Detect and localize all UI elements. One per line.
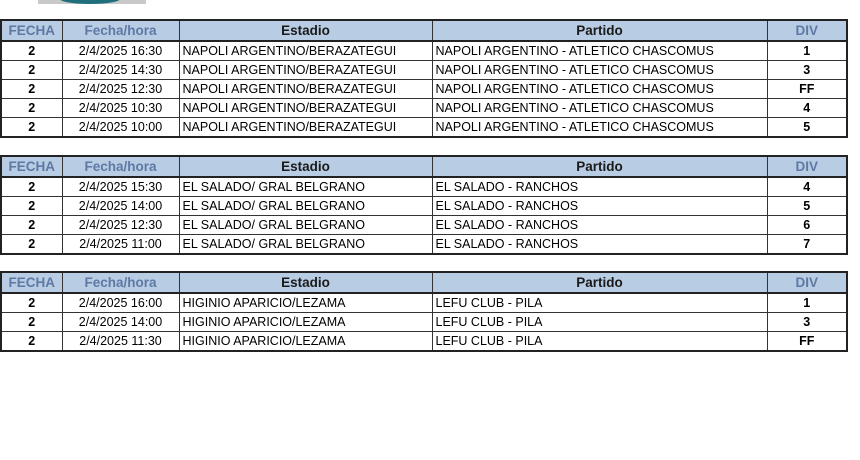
table-row: 2 2/4/2025 11:30 HIGINIO APARICIO/LEZAMA LE…	[0, 331, 848, 352]
column-header-fecha: FECHA	[0, 271, 63, 294]
column-header-partido: Partido	[431, 19, 768, 42]
cell-estadio: EL SALADO/ GRAL BELGRANO	[178, 215, 433, 235]
fixture-table: FECHA Fecha/hora Estadio Partido DIV 2 2/4/202…	[0, 271, 848, 352]
cell-estadio: NAPOLI ARGENTINO/BERAZATEGUI	[178, 98, 433, 118]
column-header-fecha: FECHA	[0, 19, 63, 42]
column-header-partido: Partido	[431, 271, 768, 294]
cell-estadio: EL SALADO/ GRAL BELGRANO	[178, 196, 433, 216]
cell-fecha: 2	[0, 234, 63, 255]
fixture-table: FECHA Fecha/hora Estadio Partido DIV 2 2/4/202…	[0, 19, 848, 138]
cell-estadio: HIGINIO APARICIO/LEZAMA	[178, 331, 433, 352]
cell-fecha-hora: 2/4/2025 14:00	[61, 312, 180, 332]
cell-div: 5	[766, 117, 848, 138]
header-row: FECHA Fecha/hora Estadio Partido DIV	[0, 19, 848, 42]
cell-div: FF	[766, 79, 848, 99]
column-header-estadio: Estadio	[178, 155, 433, 178]
cell-fecha-hora: 2/4/2025 16:00	[61, 292, 180, 313]
cell-fecha: 2	[0, 117, 63, 138]
header-row: FECHA Fecha/hora Estadio Partido DIV	[0, 155, 848, 178]
cell-partido: EL SALADO - RANCHOS	[431, 176, 768, 197]
cell-fecha-hora: 2/4/2025 11:00	[61, 234, 180, 255]
cell-div: 4	[766, 176, 848, 197]
cell-partido: EL SALADO - RANCHOS	[431, 215, 768, 235]
cell-fecha-hora: 2/4/2025 14:30	[61, 60, 180, 80]
fixture-table: FECHA Fecha/hora Estadio Partido DIV 2 2/4/202…	[0, 155, 848, 255]
column-header-fecha: FECHA	[0, 155, 63, 178]
cell-fecha: 2	[0, 312, 63, 332]
cell-fecha-hora: 2/4/2025 12:30	[61, 215, 180, 235]
column-header-estadio: Estadio	[178, 19, 433, 42]
table-row: 2 2/4/2025 16:30 NAPOLI ARGENTINO/BERAZATE…	[0, 40, 848, 61]
cell-partido: NAPOLI ARGENTINO - ATLETICO CHASCOMUS	[431, 60, 768, 80]
cell-estadio: HIGINIO APARICIO/LEZAMA	[178, 312, 433, 332]
column-header-div: DIV	[766, 19, 848, 42]
cell-div: FF	[766, 331, 848, 352]
cell-div: 1	[766, 40, 848, 61]
cell-partido: NAPOLI ARGENTINO - ATLETICO CHASCOMUS	[431, 79, 768, 99]
header-row: FECHA Fecha/hora Estadio Partido DIV	[0, 271, 848, 294]
cell-fecha: 2	[0, 292, 63, 313]
logo-emblem	[60, 0, 120, 4]
cell-fecha-hora: 2/4/2025 11:30	[61, 331, 180, 352]
column-header-fecha-hora: Fecha/hora	[61, 19, 180, 42]
cell-estadio: NAPOLI ARGENTINO/BERAZATEGUI	[178, 60, 433, 80]
cell-fecha: 2	[0, 79, 63, 99]
cell-div: 4	[766, 98, 848, 118]
cell-fecha-hora: 2/4/2025 15:30	[61, 176, 180, 197]
cell-fecha-hora: 2/4/2025 10:00	[61, 117, 180, 138]
column-header-fecha-hora: Fecha/hora	[61, 155, 180, 178]
column-header-fecha-hora: Fecha/hora	[61, 271, 180, 294]
cell-div: 1	[766, 292, 848, 313]
cell-fecha-hora: 2/4/2025 12:30	[61, 79, 180, 99]
table-row: 2 2/4/2025 14:00 HIGINIO APARICIO/LEZAMA LE…	[0, 312, 848, 332]
cell-estadio: EL SALADO/ GRAL BELGRANO	[178, 234, 433, 255]
column-header-div: DIV	[766, 155, 848, 178]
cell-fecha: 2	[0, 98, 63, 118]
table-row: 2 2/4/2025 12:30 NAPOLI ARGENTINO/BERAZATE…	[0, 79, 848, 99]
table-row: 2 2/4/2025 10:30 NAPOLI ARGENTINO/BERAZATE…	[0, 98, 848, 118]
cell-partido: NAPOLI ARGENTINO - ATLETICO CHASCOMUS	[431, 117, 768, 138]
cell-partido: NAPOLI ARGENTINO - ATLETICO CHASCOMUS	[431, 40, 768, 61]
column-header-div: DIV	[766, 271, 848, 294]
cell-fecha-hora: 2/4/2025 14:00	[61, 196, 180, 216]
cell-partido: NAPOLI ARGENTINO - ATLETICO CHASCOMUS	[431, 98, 768, 118]
cell-div: 5	[766, 196, 848, 216]
logo	[38, 0, 146, 4]
cell-fecha: 2	[0, 40, 63, 61]
table-row: 2 2/4/2025 11:00 EL SALADO/ GRAL BELGRANO E…	[0, 234, 848, 255]
cell-partido: EL SALADO - RANCHOS	[431, 196, 768, 216]
column-header-estadio: Estadio	[178, 271, 433, 294]
table-row: 2 2/4/2025 14:00 EL SALADO/ GRAL BELGRANO E…	[0, 196, 848, 216]
cell-estadio: NAPOLI ARGENTINO/BERAZATEGUI	[178, 117, 433, 138]
cell-partido: LEFU CLUB - PILA	[431, 292, 768, 313]
cell-partido: LEFU CLUB - PILA	[431, 312, 768, 332]
cell-fecha-hora: 2/4/2025 10:30	[61, 98, 180, 118]
cell-div: 3	[766, 312, 848, 332]
cell-fecha: 2	[0, 215, 63, 235]
table-row: 2 2/4/2025 10:00 NAPOLI ARGENTINO/BERAZATE…	[0, 117, 848, 138]
cell-partido: EL SALADO - RANCHOS	[431, 234, 768, 255]
cell-estadio: HIGINIO APARICIO/LEZAMA	[178, 292, 433, 313]
cell-fecha-hora: 2/4/2025 16:30	[61, 40, 180, 61]
cell-div: 3	[766, 60, 848, 80]
cell-div: 7	[766, 234, 848, 255]
table-row: 2 2/4/2025 14:30 NAPOLI ARGENTINO/BERAZATE…	[0, 60, 848, 80]
cell-estadio: NAPOLI ARGENTINO/BERAZATEGUI	[178, 40, 433, 61]
cell-estadio: EL SALADO/ GRAL BELGRANO	[178, 176, 433, 197]
column-header-partido: Partido	[431, 155, 768, 178]
cell-fecha: 2	[0, 60, 63, 80]
cell-fecha: 2	[0, 176, 63, 197]
cell-div: 6	[766, 215, 848, 235]
cell-partido: LEFU CLUB - PILA	[431, 331, 768, 352]
cell-estadio: NAPOLI ARGENTINO/BERAZATEGUI	[178, 79, 433, 99]
table-row: 2 2/4/2025 15:30 EL SALADO/ GRAL BELGRANO E…	[0, 176, 848, 197]
cell-fecha: 2	[0, 196, 63, 216]
cell-fecha: 2	[0, 331, 63, 352]
table-row: 2 2/4/2025 16:00 HIGINIO APARICIO/LEZAMA LE…	[0, 292, 848, 313]
table-row: 2 2/4/2025 12:30 EL SALADO/ GRAL BELGRANO E…	[0, 215, 848, 235]
